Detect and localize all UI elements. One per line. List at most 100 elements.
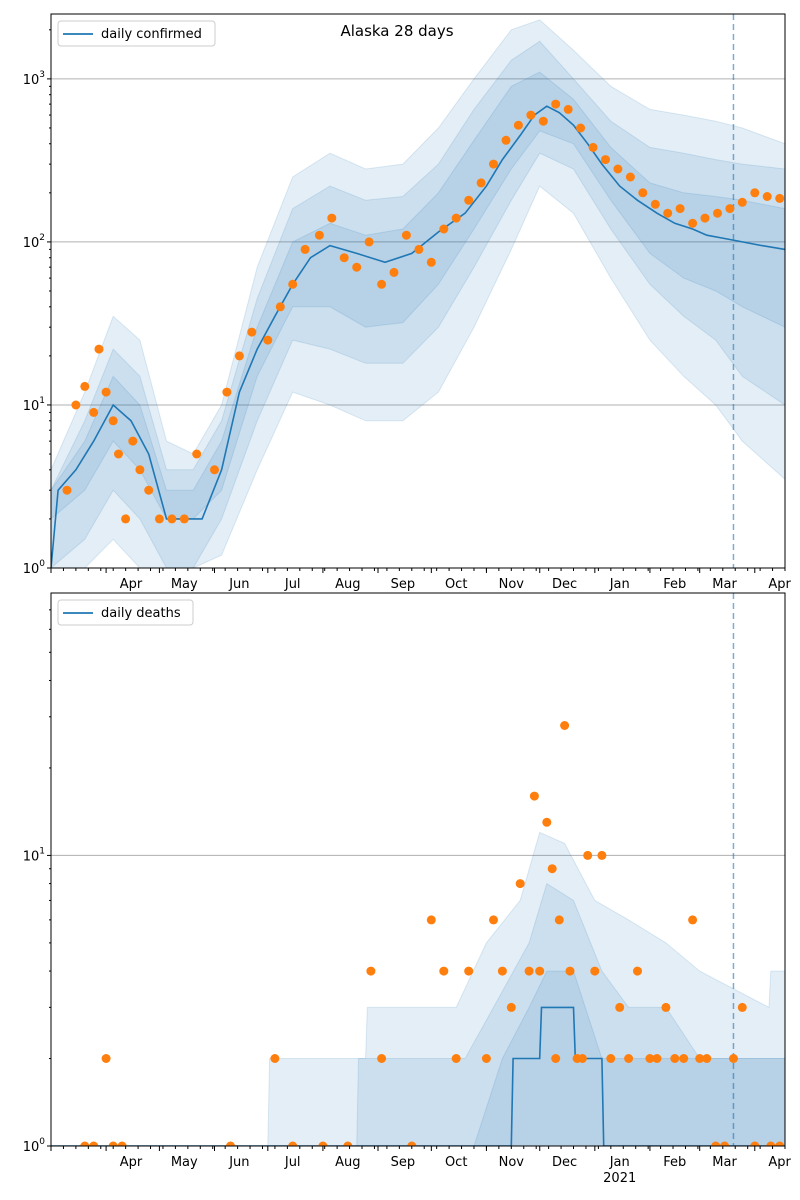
x-tick-label: Jan: [609, 577, 630, 592]
data-point: [615, 1002, 625, 1012]
data-point: [762, 192, 772, 201]
data-point: [663, 208, 673, 218]
data-point: [700, 213, 710, 223]
data-point: [513, 120, 523, 130]
data-point: [167, 514, 177, 524]
x-tick-label: Sep: [391, 577, 416, 592]
x-tick-label: Dec: [552, 1155, 577, 1170]
data-point: [506, 1002, 516, 1012]
band-middle: [51, 40, 785, 568]
y-tick-label: 101: [23, 396, 45, 414]
x-tick-label: Mar: [712, 1155, 737, 1170]
band-middle: [51, 882, 785, 1146]
x-tick-label: Jun: [228, 1155, 249, 1170]
data-point: [154, 514, 164, 524]
data-point: [352, 262, 362, 272]
data-point: [439, 224, 449, 234]
band-inner: [51, 71, 785, 520]
data-point: [563, 104, 573, 114]
x-year-label: 2021: [603, 1171, 636, 1186]
x-tick-label: Feb: [663, 577, 686, 592]
data-point: [144, 485, 154, 495]
data-point: [114, 449, 123, 459]
data-point: [624, 1054, 634, 1063]
data-point: [497, 966, 507, 976]
data-point: [222, 387, 232, 397]
confirmed-chart: 100 101 102 103 Apr May Jun Jul Aug Sep Oct Nov Dec J…: [23, 13, 792, 592]
y-tick-label: 100: [23, 559, 46, 577]
x-tick-label: Apr: [120, 1155, 143, 1170]
data-point: [652, 1054, 662, 1063]
data-point: [529, 791, 539, 801]
data-point: [670, 1054, 680, 1063]
data-point: [108, 416, 118, 426]
data-point: [560, 721, 570, 730]
y-tick-label: 102: [23, 233, 45, 251]
x-tick-label: Apr: [768, 577, 791, 592]
y-tick-label: 103: [23, 70, 45, 88]
data-point: [226, 1141, 235, 1146]
band-inner: [51, 970, 785, 1146]
data-point: [89, 1141, 99, 1146]
x-tick-label: Jul: [284, 577, 301, 592]
data-point: [775, 1141, 785, 1146]
data-point: [377, 279, 387, 289]
x-tick-label: Sep: [391, 1155, 416, 1170]
data-point: [389, 267, 399, 277]
data-point: [538, 116, 548, 126]
data-point: [94, 344, 104, 354]
data-point: [597, 850, 607, 860]
x-tick-label: Jul: [284, 1155, 301, 1170]
data-point: [711, 1141, 721, 1146]
data-point: [426, 257, 436, 267]
data-point: [650, 199, 660, 209]
x-tick-label: Jun: [228, 577, 249, 592]
x-tick-label: Nov: [499, 577, 525, 592]
y-tick-label: 101: [23, 846, 45, 864]
data-point: [565, 966, 575, 976]
data-point: [551, 1054, 561, 1063]
data-point: [121, 514, 131, 524]
data-point: [725, 204, 735, 214]
data-point: [645, 1054, 655, 1063]
series-line: [51, 1006, 785, 1146]
data-point: [577, 1054, 587, 1063]
x-tick-label: Dec: [552, 577, 577, 592]
y-tick-label: 100: [23, 1137, 46, 1155]
x-tick-label: Aug: [335, 577, 360, 592]
data-point: [526, 110, 536, 120]
data-point: [439, 966, 449, 976]
legend-label: daily confirmed: [101, 27, 202, 42]
x-tick-label: Aug: [335, 1155, 360, 1170]
data-point: [675, 204, 685, 214]
data-point: [606, 1054, 616, 1063]
data-point: [247, 327, 257, 337]
x-tick-label: Jan: [609, 1155, 630, 1170]
data-point: [501, 135, 511, 145]
plot-area: [51, 14, 785, 568]
data-point: [679, 1054, 689, 1063]
legend: daily deaths: [57, 599, 194, 626]
x-tick-label: Feb: [663, 1155, 686, 1170]
data-point: [234, 351, 244, 361]
band-outer: [51, 19, 785, 568]
data-point: [343, 1141, 353, 1146]
legend-box: [57, 599, 194, 626]
chart-title: Alaska 28 days: [340, 22, 453, 40]
data-point: [366, 966, 376, 976]
data-point: [524, 966, 534, 976]
data-point: [688, 218, 698, 228]
x-tick-label: Apr: [120, 577, 143, 592]
series-line: [51, 105, 785, 568]
data-point: [688, 915, 698, 925]
data-point: [288, 279, 298, 289]
data-point: [135, 465, 145, 475]
plot-area: [51, 593, 785, 1146]
data-point: [339, 253, 349, 263]
data-point: [638, 188, 648, 198]
data-point: [263, 335, 273, 345]
data-point: [750, 188, 760, 198]
axes-frame: [50, 592, 786, 1147]
data-point: [661, 1002, 671, 1012]
